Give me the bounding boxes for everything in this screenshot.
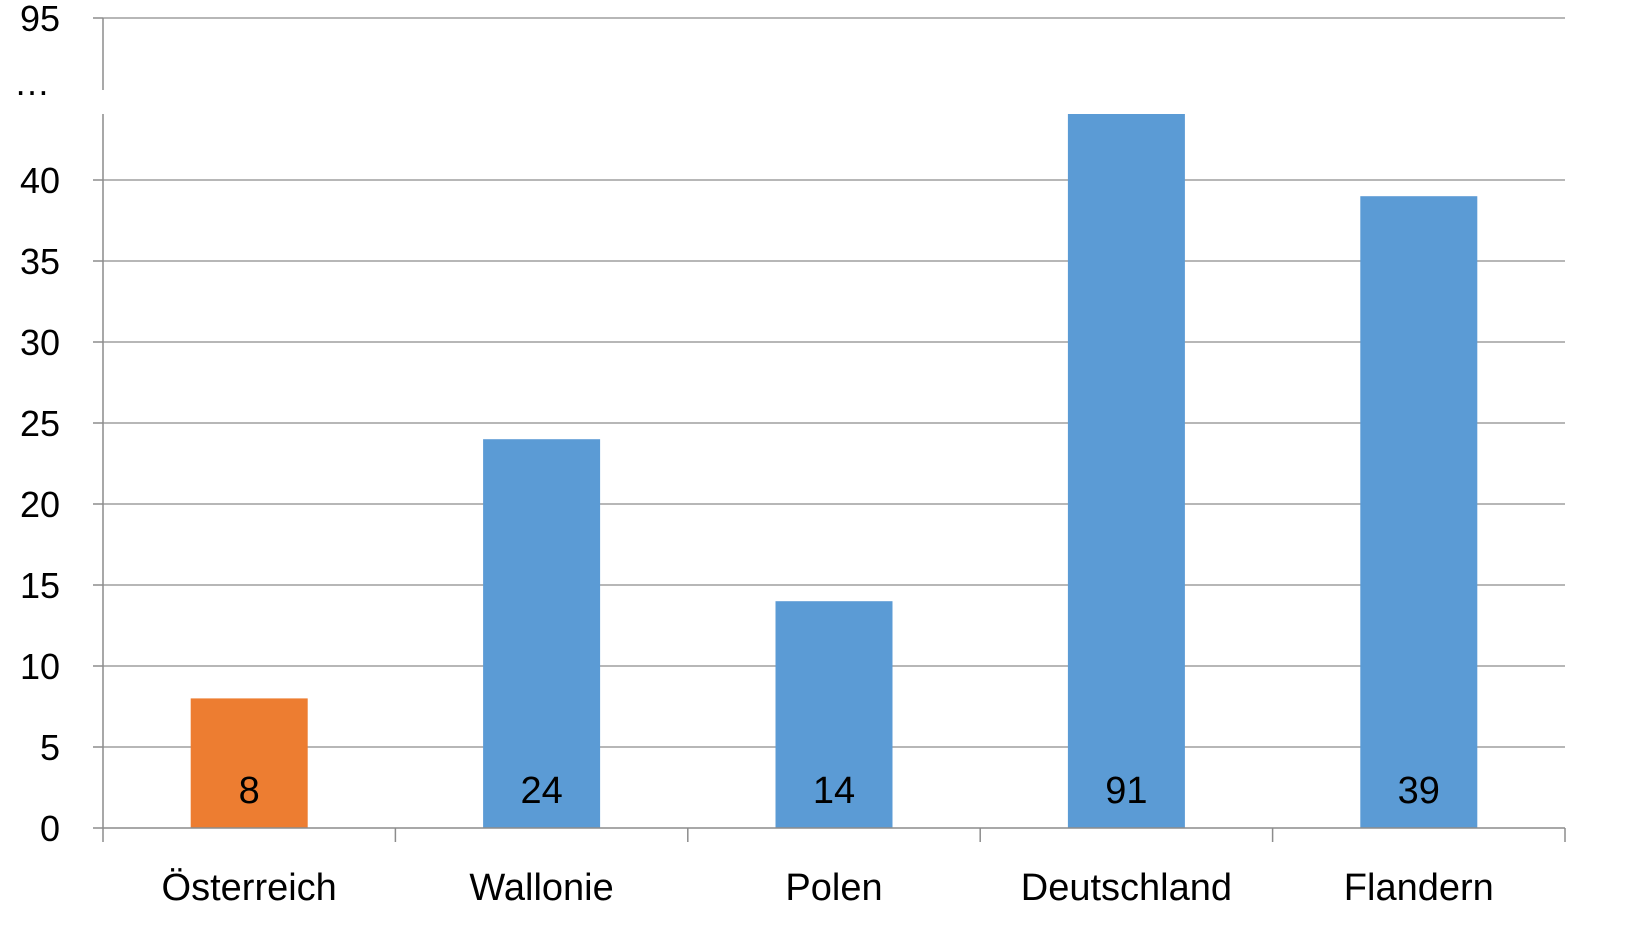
bar (1360, 196, 1478, 828)
y-tick-label: 0 (40, 808, 60, 849)
bars (190, 114, 1478, 828)
gridlines (103, 17, 1565, 748)
y-tick-label: 20 (20, 484, 60, 525)
bar (483, 439, 601, 828)
axes (93, 17, 1566, 842)
y-tick-label: 40 (20, 160, 60, 201)
category-label: Deutschland (1021, 867, 1232, 909)
category-label: Österreich (162, 867, 337, 909)
bar (190, 698, 308, 828)
y-tick-label: 10 (20, 646, 60, 687)
y-tick-label: 15 (20, 565, 60, 606)
data-label: 8 (239, 770, 260, 812)
category-label: Flandern (1344, 867, 1494, 909)
y-tick-label: 25 (20, 403, 60, 444)
data-label: 39 (1398, 770, 1440, 812)
bar (775, 601, 893, 828)
data-label: 91 (1105, 770, 1147, 812)
y-tick-label: 5 (40, 727, 60, 768)
axis-break-marker: … (14, 62, 50, 103)
y-tick-label: 30 (20, 322, 60, 363)
bar (1067, 114, 1185, 828)
category-label: Polen (785, 867, 882, 909)
data-label: 14 (813, 770, 855, 812)
category-label: Wallonie (469, 867, 613, 909)
data-labels: 8 24 14 91 39 (239, 770, 1440, 812)
y-tick-label: 35 (20, 241, 60, 282)
y-tick-label-top: 95 (20, 0, 60, 39)
x-category-labels: Österreich Wallonie Polen Deutschland Flande… (162, 867, 1494, 909)
y-tick-labels: 0 5 10 15 20 25 30 35 40 95 … (14, 0, 60, 849)
data-label: 24 (520, 770, 562, 812)
